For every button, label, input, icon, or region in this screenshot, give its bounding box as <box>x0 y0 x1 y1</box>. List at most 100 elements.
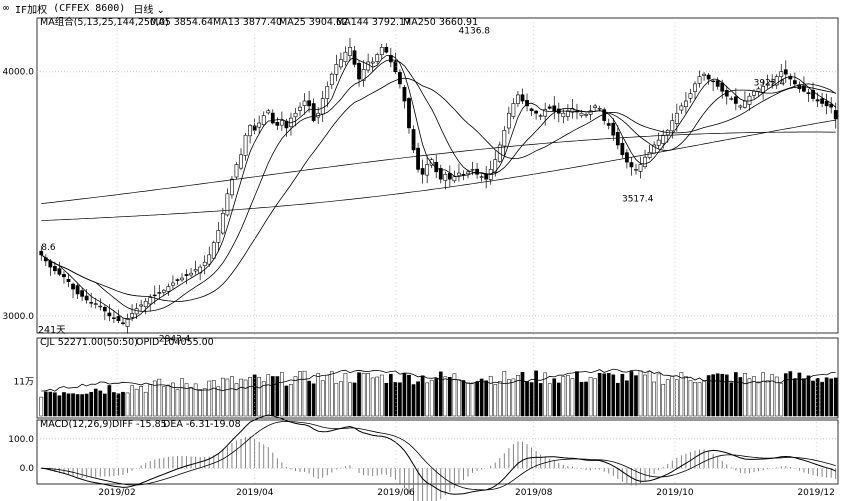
volume-bar <box>556 382 561 417</box>
volume-bar <box>466 382 470 417</box>
candle-body <box>625 152 629 163</box>
candle-body <box>788 75 793 80</box>
volume-bar <box>202 388 207 417</box>
volume-bar <box>357 372 361 417</box>
volume-bar <box>280 372 284 417</box>
panel-frame-1 <box>36 337 839 419</box>
volume-bar <box>66 393 71 417</box>
volume-bar <box>756 381 761 417</box>
volume-bar <box>516 375 520 417</box>
volume-bar <box>661 383 666 417</box>
opid-label: OPID 104055.00 <box>136 337 214 348</box>
volume-bar <box>379 374 384 417</box>
volume-bar <box>402 372 407 417</box>
candle-body <box>770 80 775 83</box>
candle-body <box>53 266 57 272</box>
candle-body <box>225 193 230 216</box>
volume-bar <box>112 392 116 417</box>
volume-bar <box>307 380 311 417</box>
volume-bar <box>266 374 271 417</box>
candle-body <box>243 134 248 156</box>
volume-bar <box>593 378 597 417</box>
volume-bar <box>529 382 534 417</box>
volume-bar <box>674 379 679 417</box>
ma25-label: MA25 3904.62 <box>279 17 348 28</box>
volume-bar <box>615 382 620 417</box>
candle-body <box>674 112 679 124</box>
volume-bar <box>815 378 820 417</box>
candle-body <box>479 176 484 178</box>
candle-body <box>361 68 366 81</box>
volume-bar <box>75 394 80 417</box>
volume-bar <box>811 380 815 417</box>
volume-bar <box>824 377 829 417</box>
diff-label: DIFF -15.85 <box>112 419 167 430</box>
candle-body <box>239 154 243 169</box>
candle-body <box>348 47 352 56</box>
volume-bar <box>175 389 180 417</box>
candle-body <box>715 80 720 87</box>
volume-bar <box>643 374 647 417</box>
candle-body <box>293 112 298 118</box>
candle-body <box>620 142 625 156</box>
volume-bar <box>425 382 429 417</box>
volume-bar <box>157 378 162 417</box>
candle-body <box>279 120 284 126</box>
candle-body <box>402 87 407 102</box>
candle-body <box>125 318 130 327</box>
ma5-label: MA5 3854.64 <box>150 17 213 28</box>
candle-body <box>420 168 425 175</box>
candle-body <box>416 147 420 170</box>
candle-body <box>443 173 448 181</box>
volume-bar <box>543 372 548 417</box>
volume-bar <box>361 372 366 417</box>
candle-body <box>220 213 225 234</box>
x-tick-label: 2019/06 <box>377 488 415 498</box>
candle-body <box>765 83 770 86</box>
volume-bar <box>820 381 824 417</box>
volume-tick-label: 11万 <box>14 377 34 387</box>
volume-bar <box>130 385 134 417</box>
candle-body <box>261 115 266 125</box>
volume-bar <box>143 391 148 417</box>
ma-line-ma25 <box>41 77 836 302</box>
candle-body <box>629 162 634 168</box>
glasses-icon[interactable]: ∞ <box>3 2 10 14</box>
candle-body <box>452 176 457 182</box>
volume-bar <box>93 388 98 417</box>
volume-bar <box>720 373 725 417</box>
candle-body <box>711 80 716 83</box>
candle-body <box>148 297 153 305</box>
candle-body <box>357 62 361 80</box>
candle-body <box>606 123 611 126</box>
volume-bar <box>629 371 634 417</box>
volume-bar <box>416 381 420 417</box>
candle-body <box>75 285 80 295</box>
volume-bar <box>511 378 516 417</box>
candle-body <box>752 90 756 96</box>
volume-bar <box>561 376 566 417</box>
volume-bar <box>457 379 461 417</box>
volume-bar <box>293 376 298 417</box>
volume-bar <box>570 378 575 417</box>
volume-bar <box>747 378 752 417</box>
volume-bar <box>62 392 66 417</box>
candle-body <box>62 274 66 278</box>
candle-body <box>275 121 280 126</box>
volume-bar <box>765 380 770 417</box>
ma-line-ma13 <box>41 59 836 312</box>
candle-body <box>384 46 389 53</box>
candle-body <box>234 164 239 178</box>
candle-body <box>193 269 198 272</box>
candle-body <box>270 112 275 124</box>
candle-body <box>325 86 330 99</box>
volume-bar <box>343 373 348 417</box>
volume-bar <box>134 388 139 417</box>
period-dropdown[interactable]: 日线 ⌄ <box>131 1 167 16</box>
volume-bar <box>216 386 221 417</box>
volume-bar <box>679 372 684 417</box>
volume-bar <box>239 378 243 417</box>
candle-body <box>756 88 761 92</box>
candles <box>39 37 838 334</box>
